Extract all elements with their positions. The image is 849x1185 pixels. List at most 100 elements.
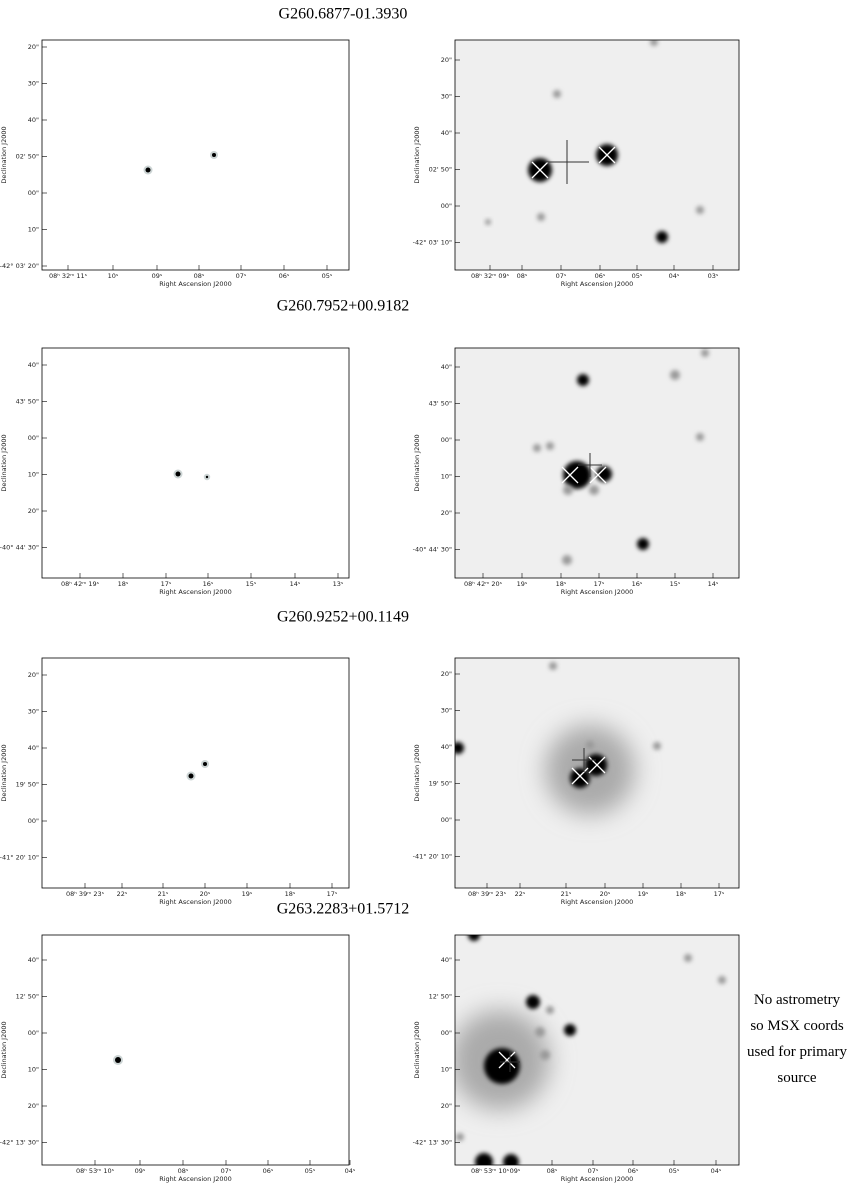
y-tick-label: 20": [28, 671, 39, 679]
y-tick-label: 12' 50": [429, 993, 452, 1001]
panel-title: G260.7952+00.9182: [277, 298, 410, 315]
x-tick-label: 05ˢ: [669, 1167, 680, 1175]
x-axis-label: Right Ascension J2000: [561, 1175, 634, 1183]
sources: [455, 935, 726, 1165]
left-image: 20" 30" 40" 19' 50" 00" -41° 20' 10" 08ʰ 39ᵐ 2…: [0, 657, 350, 906]
x-tick-label: 04ˢ: [345, 1167, 356, 1175]
y-tick-label: 10": [28, 471, 39, 479]
x-tick-label: 05ˢ: [322, 272, 333, 280]
x-tick-label: 08ʰ 53ᵐ 10ˢ: [471, 1167, 510, 1175]
source: [637, 538, 649, 550]
y-tick-label: 12' 50": [16, 993, 39, 1001]
x-tick-label: 18ˢ: [285, 890, 296, 898]
x-tick-label: 18ˢ: [118, 580, 129, 588]
x-tick-label: 15ˢ: [246, 580, 257, 588]
source: [564, 1024, 576, 1036]
frame: [454, 657, 740, 889]
source: [456, 1133, 464, 1141]
x-tick-label: 14ˢ: [708, 580, 719, 588]
x-tick-label: 17ˢ: [714, 890, 725, 898]
y-tick-label: 02' 50": [16, 153, 39, 161]
x-tick-label: 08ʰ 39ᵐ 23ˢ: [66, 890, 105, 898]
note-line: source: [777, 1070, 816, 1086]
source: [670, 370, 680, 380]
source: [684, 954, 692, 962]
x-tick-label: 08ʰ 39ᵐ 23ˢ: [468, 890, 507, 898]
source: [535, 1027, 545, 1037]
source: [577, 374, 589, 386]
y-tick-label: -42° 03' 10": [413, 239, 452, 247]
y-tick-label: 40": [441, 129, 452, 137]
y-axis-label: Declination J2000: [0, 744, 8, 801]
x-tick-label: 06ˢ: [263, 1167, 274, 1175]
y-tick-label: 20": [28, 43, 39, 51]
y-tick-label: 10": [441, 1066, 452, 1074]
x-tick-label: 20ˢ: [600, 890, 611, 898]
image-background: [42, 658, 349, 888]
source: [468, 935, 480, 941]
y-tick-label: 00": [441, 202, 452, 210]
x-tick-label: 04ˢ: [711, 1167, 722, 1175]
x-axis-label: Right Ascension J2000: [561, 898, 634, 906]
source: [455, 742, 464, 754]
y-tick-label: -40° 44' 30": [0, 544, 39, 552]
sources: [485, 40, 704, 243]
sources: [173, 469, 211, 481]
y-tick-label: 00": [441, 816, 452, 824]
y-tick-label: 20": [441, 56, 452, 64]
source: [696, 206, 704, 214]
x-tick-label: 13ˢ: [333, 580, 344, 588]
y-tick-label: -41° 20' 10": [413, 853, 452, 861]
left-image: 40" 43' 50" 00" 10" 20" -40° 44' 30" 08ʰ 42ᵐ 1…: [0, 347, 350, 596]
source: [563, 461, 591, 489]
y-axis-label: Declination J2000: [0, 434, 8, 491]
x-marker: [531, 161, 549, 179]
x-tick-label: 22ˢ: [515, 890, 526, 898]
source: [205, 475, 209, 479]
x-tick-label: 08ˢ: [194, 272, 205, 280]
x-tick-label: 08ʰ 32ᵐ 09ˢ: [471, 272, 510, 280]
x-tick-label: 17ˢ: [161, 580, 172, 588]
y-tick-label: 30": [441, 707, 452, 715]
x-tick-label: 19ˢ: [638, 890, 649, 898]
source: [596, 466, 612, 482]
y-tick-label: 20": [28, 1102, 39, 1110]
x-tick-label: 07ˢ: [556, 272, 567, 280]
y-tick-label: 43' 50": [429, 400, 452, 408]
source: [589, 485, 599, 495]
frame: [41, 934, 350, 1166]
left-image: 20" 30" 40" 02' 50" 00" 10" -42° 03' 20" 08ʰ 32…: [0, 39, 350, 288]
x-tick-label: 08ʰ 42ᵐ 20ˢ: [464, 580, 503, 588]
source: [701, 349, 709, 357]
y-tick-label: 10": [441, 473, 452, 481]
source: [718, 976, 726, 984]
cross-marker: [572, 748, 596, 772]
y-tick-label: 20": [441, 509, 452, 517]
x-tick-label: 08ˢ: [517, 272, 528, 280]
frame: [41, 347, 350, 579]
y-tick-label: 43' 50": [16, 398, 39, 406]
cross-marker: [578, 453, 602, 477]
panel-title: G263.2283+01.5712: [277, 901, 410, 918]
y-tick-label: 00": [441, 436, 452, 444]
sources: [455, 662, 661, 815]
x-tick-label: 10ˢ: [108, 272, 119, 280]
source: [115, 1057, 121, 1063]
y-axis-label: Declination J2000: [413, 1021, 421, 1078]
sources: [533, 349, 709, 565]
y-tick-label: 20": [28, 507, 39, 515]
y-tick-label: 30": [28, 708, 39, 716]
x-axis-label: Right Ascension J2000: [159, 898, 232, 906]
panel-title: G260.6877-01.3930: [279, 6, 408, 23]
note-line: No astrometry: [754, 992, 841, 1008]
frame: [454, 39, 740, 271]
source: [653, 742, 661, 750]
x-axis-label: Right Ascension J2000: [561, 280, 634, 288]
source: [485, 219, 491, 225]
source: [540, 1050, 550, 1060]
x-tick-label: 19ˢ: [242, 890, 253, 898]
x-tick-label: 17ˢ: [594, 580, 605, 588]
y-tick-label: -40° 44' 30": [413, 546, 452, 554]
right-image: 20" 30" 40" 02' 50" 00" -42° 03' 10" 08ʰ 32ᵐ 0…: [413, 39, 740, 288]
